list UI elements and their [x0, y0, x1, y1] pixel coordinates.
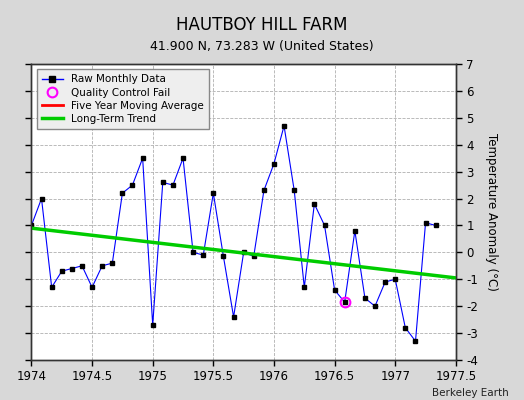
Y-axis label: Temperature Anomaly (°C): Temperature Anomaly (°C) — [485, 133, 498, 291]
Text: 41.900 N, 73.283 W (United States): 41.900 N, 73.283 W (United States) — [150, 40, 374, 53]
Text: Berkeley Earth: Berkeley Earth — [432, 388, 508, 398]
Legend: Raw Monthly Data, Quality Control Fail, Five Year Moving Average, Long-Term Tren: Raw Monthly Data, Quality Control Fail, … — [37, 69, 209, 129]
Text: HAUTBOY HILL FARM: HAUTBOY HILL FARM — [176, 16, 348, 34]
